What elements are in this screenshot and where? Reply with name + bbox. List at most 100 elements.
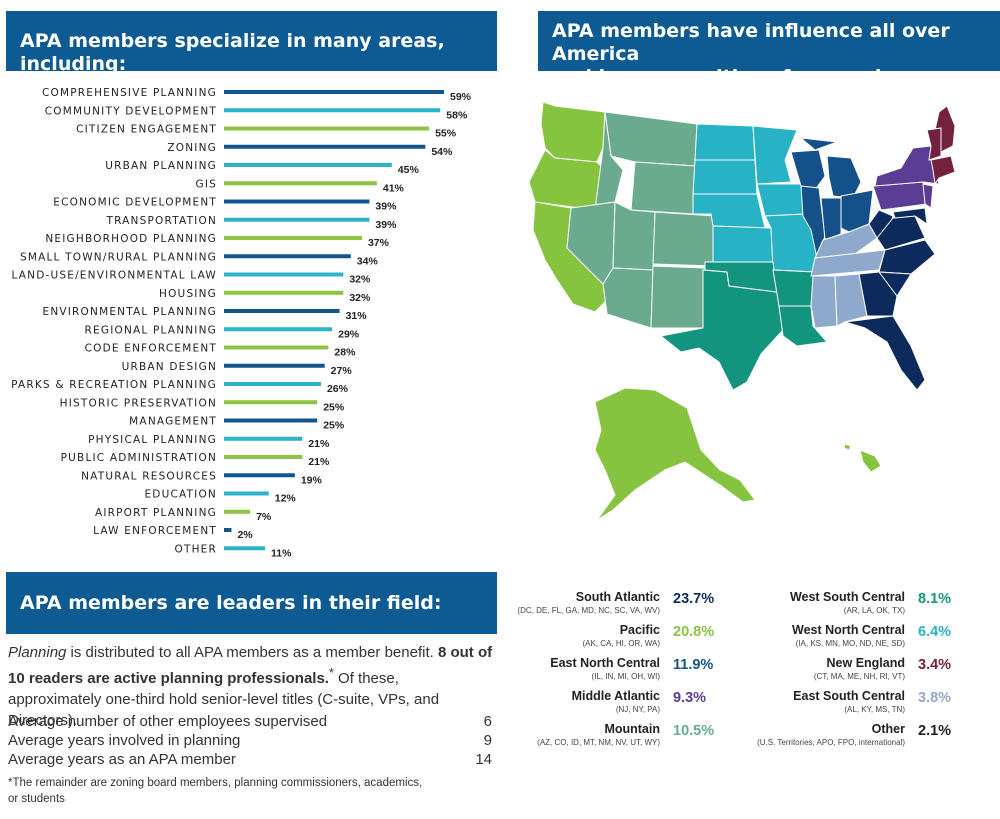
region-percent: 2.1% [918, 723, 952, 739]
bar [224, 126, 430, 131]
region-percent: 3.4% [918, 657, 952, 673]
map-state-montana [604, 111, 698, 167]
value-label: 54% [431, 146, 453, 158]
category-label: CODE ENFORCEMENT [85, 343, 217, 355]
leaders-paragraph: Planning is distributed to all APA membe… [8, 642, 496, 731]
stat-label: Average years involved in planning [8, 732, 241, 749]
region-name: West South Central [789, 590, 905, 604]
influence-header-line1: APA members have influence all over Amer… [552, 20, 950, 65]
category-label: LAND-USE/ENVIRONMENTAL LAW [11, 270, 217, 282]
category-label: AIRPORT PLANNING [95, 507, 217, 519]
region-entry: Middle Atlantic (NJ, NY, PA) 9.3% [515, 689, 735, 722]
map-state-tennessee [810, 249, 886, 277]
leaders-text-1: is distributed to all APA members as a m… [66, 644, 438, 661]
bar [224, 400, 318, 405]
region-entry: Other (U.S. Territories, APO, FPO, inter… [757, 722, 980, 755]
region-name: Pacific [619, 623, 660, 637]
bar [224, 108, 441, 113]
region-states: (AZ, CO, ID, MT, NM, NV, UT, WY) [537, 738, 660, 747]
specializations-bar-chart: COMPREHENSIVE PLANNING 59% COMMUNITY DEVEL… [11, 87, 472, 559]
map-state-pennsylvania [872, 181, 928, 211]
value-label: 11% [271, 547, 292, 559]
region-percent: 6.4% [918, 624, 952, 640]
region-percent: 23.7% [673, 591, 715, 607]
map-state-colorado [652, 211, 716, 267]
category-label: NATURAL RESOURCES [81, 470, 217, 482]
bar [224, 528, 232, 532]
bar [224, 363, 325, 368]
influence-header: APA members have influence all over Amer… [538, 11, 1000, 88]
map-state-virginia [876, 215, 926, 251]
value-label: 55% [435, 128, 457, 140]
bar [224, 199, 370, 204]
bar [224, 327, 333, 332]
map-state-georgia [858, 271, 898, 317]
map-state-wyoming [630, 161, 696, 215]
stat-label: Average number of other employees superv… [8, 713, 328, 730]
bar [224, 345, 329, 350]
region-entry: East South Central (AL, KY, MS, TN) 3.8% [760, 689, 980, 722]
map-state-alaska [594, 387, 756, 521]
leaders-header: APA members are leaders in their field: [6, 572, 497, 634]
region-name: South Atlantic [575, 590, 660, 604]
value-label: 59% [450, 91, 472, 103]
category-label: URBAN DESIGN [122, 361, 217, 373]
region-percent: 20.8% [673, 624, 715, 640]
bar [224, 254, 351, 259]
category-label: TRANSPORTATION [105, 215, 217, 227]
leaders-text-2: Of these, approximately one-third hold s… [8, 670, 440, 729]
category-label: COMPREHENSIVE PLANNING [42, 87, 217, 99]
map-state-wisconsin [790, 149, 826, 191]
region-percent: 10.5% [673, 723, 715, 739]
map-state-iowa [756, 183, 806, 217]
region-states: (AK, CA, HI, OR, WA) [582, 639, 660, 648]
value-label: 21% [308, 456, 330, 468]
region-states: (IA, KS, MN, MO, ND, NE, SD) [795, 639, 905, 648]
bar [224, 546, 266, 551]
category-label: SMALL TOWN/RURAL PLANNING [20, 251, 217, 263]
category-label: HOUSING [159, 288, 217, 300]
category-label: PHYSICAL PLANNING [88, 434, 217, 446]
value-label: 39% [375, 219, 397, 231]
influence-header-line2: and in communities of every size: [552, 66, 913, 88]
map-state-florida [844, 315, 926, 391]
region-percent: 9.3% [673, 690, 707, 706]
region-name: Middle Atlantic [571, 689, 660, 703]
bar [224, 272, 344, 277]
region-entry: West South Central (AR, LA, OK, TX) 8.1% [760, 590, 980, 623]
map-region-west-north-central [692, 123, 820, 273]
bar [224, 455, 303, 459]
map-state-new-mexico [650, 265, 706, 329]
stat-value: 14 [475, 751, 492, 768]
bar [224, 382, 321, 386]
region-legend-left: South Atlantic (DC, DE, FL, GA, MD, NC, … [515, 590, 735, 755]
map-state-vermont-new-hampshire [926, 127, 942, 161]
value-label: 41% [383, 182, 405, 194]
category-label: COMMUNITY DEVELOPMENT [45, 105, 217, 117]
map-state-north-dakota [694, 123, 756, 161]
value-label: 32% [349, 292, 371, 304]
map-region-pacific [528, 101, 882, 521]
map-state-kansas [712, 225, 774, 263]
map-region-middle-atlantic [872, 145, 940, 211]
map-region-east-north-central [790, 137, 874, 260]
region-entry: South Atlantic (DC, DE, FL, GA, MD, NC, … [515, 590, 735, 623]
category-label: ENVIRONMENTAL PLANNING [42, 306, 217, 318]
map-state-minnesota [752, 125, 798, 185]
value-label: 25% [323, 401, 345, 413]
region-states: (NJ, NY, PA) [615, 705, 660, 714]
category-label: CITIZEN ENGAGEMENT [76, 124, 217, 136]
category-label: PARKS & RECREATION PLANNING [11, 379, 217, 391]
map-state-arizona [602, 267, 654, 329]
value-label: 58% [446, 109, 468, 121]
category-label: GIS [196, 178, 218, 190]
region-states: (AR, LA, OK, TX) [843, 606, 905, 615]
value-label: 34% [357, 255, 379, 267]
category-label: LAW ENFORCEMENT [93, 525, 217, 537]
bar [224, 418, 318, 423]
bar [224, 181, 377, 186]
region-name: East North Central [550, 656, 660, 670]
value-label: 12% [275, 493, 297, 505]
category-label: NEIGHBORHOOD PLANNING [45, 233, 217, 245]
category-label: REGIONAL PLANNING [85, 324, 217, 336]
